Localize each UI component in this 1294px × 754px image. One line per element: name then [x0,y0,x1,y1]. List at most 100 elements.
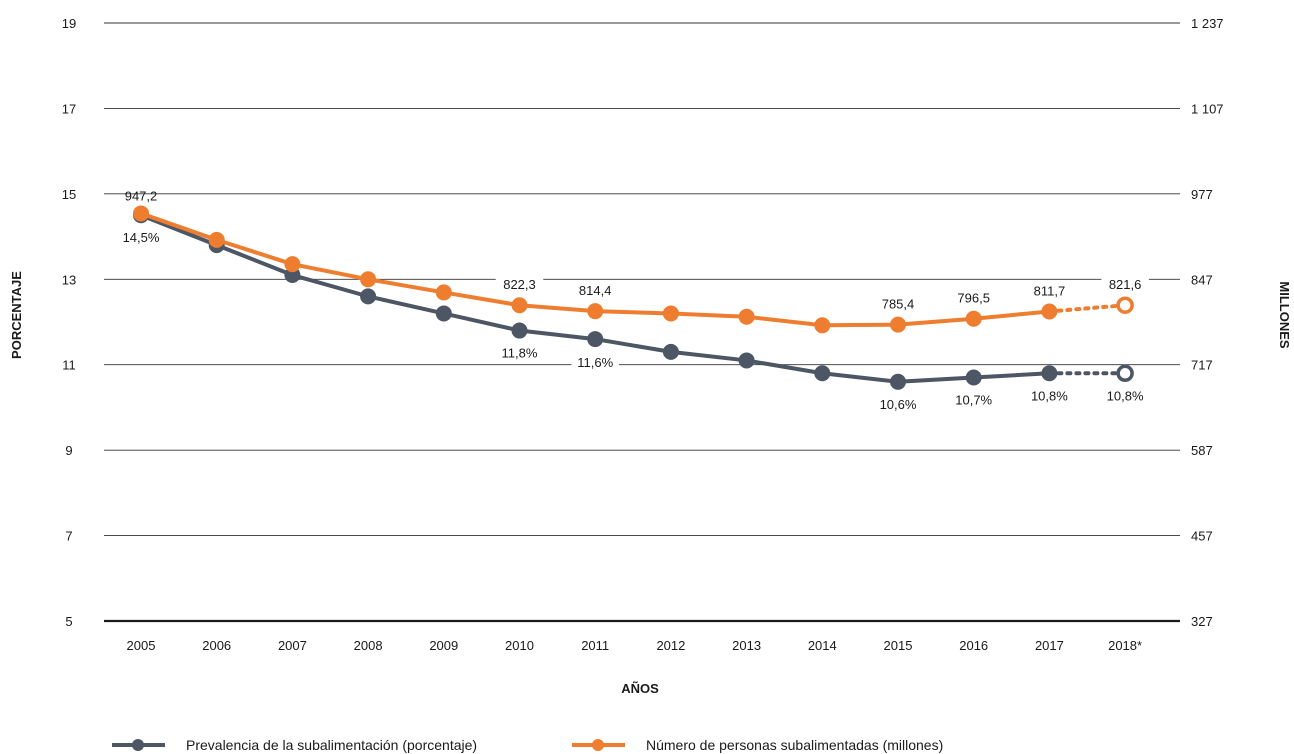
data-labels: 947,2 822,3 814,4 785,4 796,5 811,7 821,6 14,5%… [117,188,1149,412]
x-tick: 2013 [732,638,761,653]
x-tick: 2006 [202,638,231,653]
x-tick: 2012 [656,638,685,653]
data-label-people: 811,7 [1034,283,1066,298]
x-tick: 2010 [505,638,534,653]
data-point [133,205,149,222]
data-label-prevalence: 10,7% [955,393,992,408]
data-label-bg [1101,387,1149,404]
y-tick-left: 7 [65,529,72,544]
y-tick-left: 15 [62,187,76,202]
x-tick: 2017 [1035,638,1064,653]
data-label-prevalence: 11,8% [502,346,538,361]
x-tick: 2009 [429,638,458,653]
y-tick-left: 19 [62,16,76,31]
data-label-bg [874,395,922,412]
data-label-bg [495,344,544,361]
x-tick: 2016 [959,638,988,653]
data-label-bg [1025,387,1074,404]
data-label-prevalence: 10,8% [1107,388,1144,403]
legend-label-people: Número de personas subalimentadas (millo… [646,737,943,753]
data-point [587,303,604,320]
data-label-bg [874,295,922,312]
legend-marker-prevalence [132,739,144,751]
data-point [511,322,528,339]
data-point [965,310,982,327]
data-point [208,231,225,248]
data-point [587,331,604,348]
legend-item-prevalence: Prevalencia de la subalimentación (porce… [112,737,477,753]
y-tick-right: 717 [1191,358,1213,373]
data-point [662,305,679,322]
legend-marker-people [592,739,604,751]
x-tick: 2008 [354,638,383,653]
data-point [435,284,452,301]
y-tick-right: 1 107 [1191,101,1224,116]
data-label-prevalence: 14,5% [123,230,160,245]
data-label-bg [949,289,998,306]
x-tick: 2015 [884,638,913,653]
y-axis-title-right: MILLONES [1277,281,1292,348]
data-point [890,316,906,333]
y-tick-right: 977 [1191,187,1213,202]
data-label-bg [117,229,165,246]
grid [104,22,1180,623]
x-tick: 2005 [127,638,156,653]
data-label-people: 785,4 [882,297,915,312]
data-point [738,352,755,369]
x-tick: 2018* [1108,638,1142,653]
data-label-bg [949,391,998,408]
y-tick-right: 847 [1191,272,1213,287]
x-axis-title: AÑOS [621,681,659,696]
data-label-prevalence: 11,6% [577,355,613,370]
data-label-people: 814,4 [579,283,612,298]
data-label-prevalence: 10,6% [880,397,917,412]
legend-item-people: Número de personas subalimentadas (millo… [572,737,943,753]
data-label-bg [571,354,619,371]
data-label-bg [1025,282,1074,299]
y-tick-left: 9 [65,443,72,458]
data-point [814,317,831,334]
legend-label-prevalence: Prevalencia de la subalimentación (porce… [186,737,477,753]
y-tick-left: 13 [62,272,76,287]
x-tick: 2007 [278,638,307,653]
y-tick-right: 587 [1191,443,1213,458]
series-layer [133,205,1134,390]
data-label-people: 822,3 [503,277,536,292]
data-point [890,373,906,390]
data-point-projected [1116,364,1134,383]
data-point-projected [1116,296,1134,314]
y-tick-right: 457 [1191,529,1213,544]
legend: Prevalencia de la subalimentación (porce… [112,737,943,753]
y-tick-right: 327 [1191,614,1213,629]
data-label-bg [571,282,619,299]
data-point [662,343,679,360]
data-label-people: 796,5 [957,291,990,306]
x-ticks: 2005 2006 2007 2008 2009 2010 2011 2012 2013 2014… [127,638,1143,653]
y-tick-left: 11 [62,358,76,373]
y-ticks-left: 5 7 9 11 13 15 17 19 [62,16,76,629]
data-point [435,305,452,322]
series-line-projected-1 [1047,303,1128,314]
data-label-people: 947,2 [125,188,158,203]
data-point [284,256,301,273]
data-point [360,288,377,305]
y-axis-title-left: PORCENTAJE [9,271,24,359]
data-label-prevalence: 10,8% [1031,388,1068,403]
data-point [1041,365,1058,382]
data-point [1041,303,1058,320]
x-tick: 2014 [808,638,837,653]
y-tick-left: 17 [62,101,76,116]
data-point [511,297,528,314]
data-point [965,369,982,386]
x-tick: 2011 [581,638,609,653]
data-point [360,271,377,288]
y-ticks-right: 327 457 587 717 847 977 1 107 1 237 [1191,16,1224,629]
data-label-bg [495,276,544,293]
data-point [814,365,831,382]
data-point [738,308,755,325]
data-label-bg [1101,276,1149,293]
y-tick-right: 1 237 [1191,16,1224,31]
data-label-people: 821,6 [1109,277,1142,292]
y-tick-left: 5 [65,614,72,629]
